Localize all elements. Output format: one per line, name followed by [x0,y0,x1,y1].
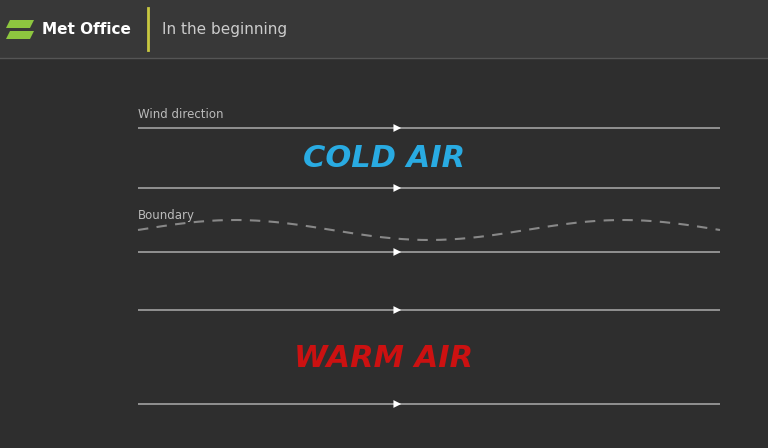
Text: Wind direction: Wind direction [138,108,223,121]
Text: Boundary: Boundary [138,208,195,221]
Text: In the beginning: In the beginning [162,22,287,36]
Polygon shape [6,31,34,39]
Text: WARM AIR: WARM AIR [294,344,474,372]
Bar [0,0,768,58]
Polygon shape [6,20,34,28]
Text: COLD AIR: COLD AIR [303,143,465,172]
Text: Met Office: Met Office [42,22,131,36]
